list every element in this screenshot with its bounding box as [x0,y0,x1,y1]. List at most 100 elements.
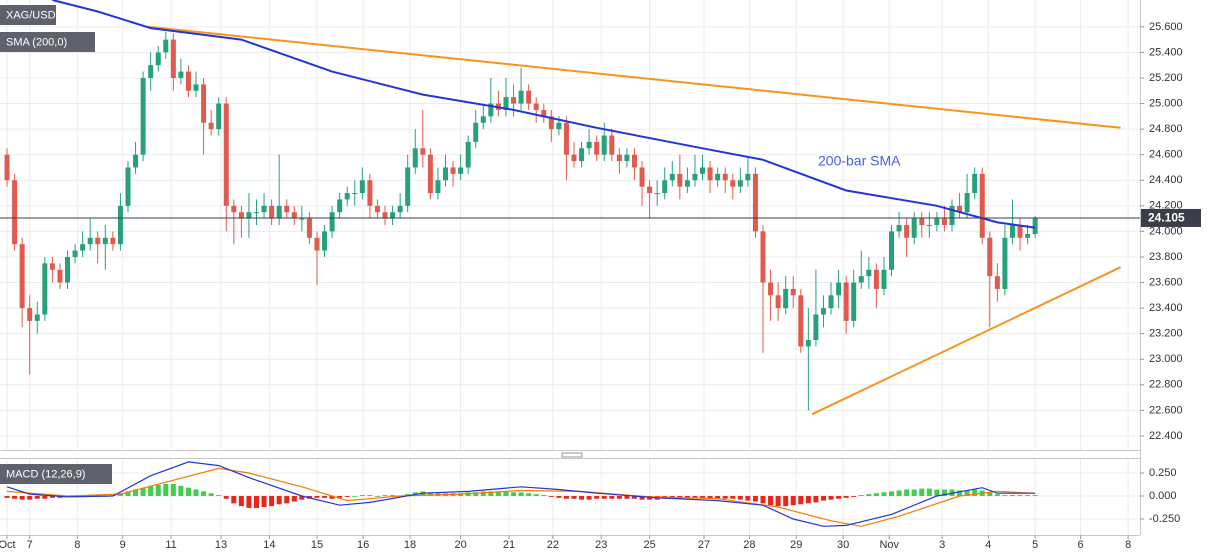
candle-body [707,167,713,181]
legend-label: MACD (12,26,9) [6,468,85,480]
candle-body [4,154,10,181]
histogram-bar [745,495,751,501]
histogram-bar [322,495,328,498]
candle-body [480,116,486,123]
candle-body [95,237,101,245]
candle-body [306,218,312,238]
candle-body [1002,237,1008,289]
histogram-bar [722,495,728,499]
candle-body [987,237,993,277]
histogram-bar [609,495,615,499]
histogram-bar [19,495,25,500]
histogram-bar [314,495,320,498]
histogram-bar [185,487,191,496]
candle-body [1032,217,1038,234]
candle-body [299,218,305,220]
candle-body [677,173,683,187]
candle-body [1017,225,1023,238]
x-tick-label: 5 [1032,539,1038,551]
y-tick-label: 0.000 [1149,490,1177,502]
candle-body [125,167,131,206]
panel-handle[interactable] [561,452,583,458]
histogram-bar [911,489,917,496]
candle-body [19,244,25,309]
candle-body [450,167,456,174]
last-price-label: 24.105 [1148,211,1185,225]
candle-body [397,205,403,213]
x-tick-label: 28 [743,539,755,551]
candle-body [216,103,222,130]
histogram-bar [858,495,864,496]
histogram-bar [904,489,910,496]
candle-body [934,218,940,225]
y-tick-label: 22.800 [1149,379,1183,391]
candle-body [760,231,766,283]
y-tick-label: 23.800 [1149,251,1183,263]
histogram-bar [488,491,494,496]
histogram-bar [730,495,736,499]
y-tick-label: 23.200 [1149,328,1183,340]
candle-body [926,225,932,226]
x-tick-label: 6 [1077,539,1083,551]
candle-body [548,116,554,130]
candle-body [488,103,494,117]
histogram-bar [42,495,48,499]
candle-body [798,295,804,347]
candle-body [737,180,743,187]
candle-body [12,180,18,245]
histogram-bar [639,495,645,500]
candle-body [609,135,615,155]
candle-body [843,282,849,321]
histogram-bar [193,489,199,496]
histogram-bar [291,495,297,502]
y-tick-label: -0.250 [1149,513,1180,525]
x-tick-label: 20 [454,539,466,551]
candle-body [314,237,320,251]
candle-body [813,314,819,341]
x-tick-label: 4 [985,539,991,551]
histogram-bar [178,485,184,496]
candle-body [27,308,33,321]
histogram-bar [254,495,259,508]
candle-body [231,205,237,213]
x-tick-label: 25 [643,539,655,551]
candle-body [941,218,947,225]
candle-body [563,122,569,155]
candle-body [745,173,751,181]
candle-body [700,167,706,174]
histogram-bar [624,495,630,499]
histogram-bar [511,492,517,496]
histogram-bar [261,495,267,508]
histogram-bar [155,484,161,496]
trendline [148,25,1121,129]
histogram-bar [957,490,963,496]
x-tick-label: Oct [0,539,16,551]
candle-body [805,340,811,347]
candle-body [828,295,834,309]
candle-body [533,103,539,110]
candle-body [858,276,864,283]
histogram-bar [601,495,607,499]
candle-body [390,212,396,219]
candle-body [631,154,637,168]
candle-body [775,295,781,309]
histogram-bar [631,495,637,499]
y-tick-label: 25.600 [1149,21,1183,33]
histogram-bar [284,495,290,504]
histogram-bar [692,495,698,498]
histogram-bar [579,495,585,500]
histogram-bar [896,490,902,496]
histogram-bar [518,492,524,496]
x-tick-label: 29 [790,539,802,551]
candle-body [155,52,161,66]
y-tick-label: 24.600 [1149,149,1183,161]
candle-body [148,65,154,78]
x-tick-label: 14 [263,539,275,551]
candle-body [344,193,350,200]
candle-body [541,109,547,117]
candle-body [473,122,479,142]
histogram-bar [329,495,335,499]
candle-body [662,180,668,194]
x-tick-label: 23 [595,539,607,551]
